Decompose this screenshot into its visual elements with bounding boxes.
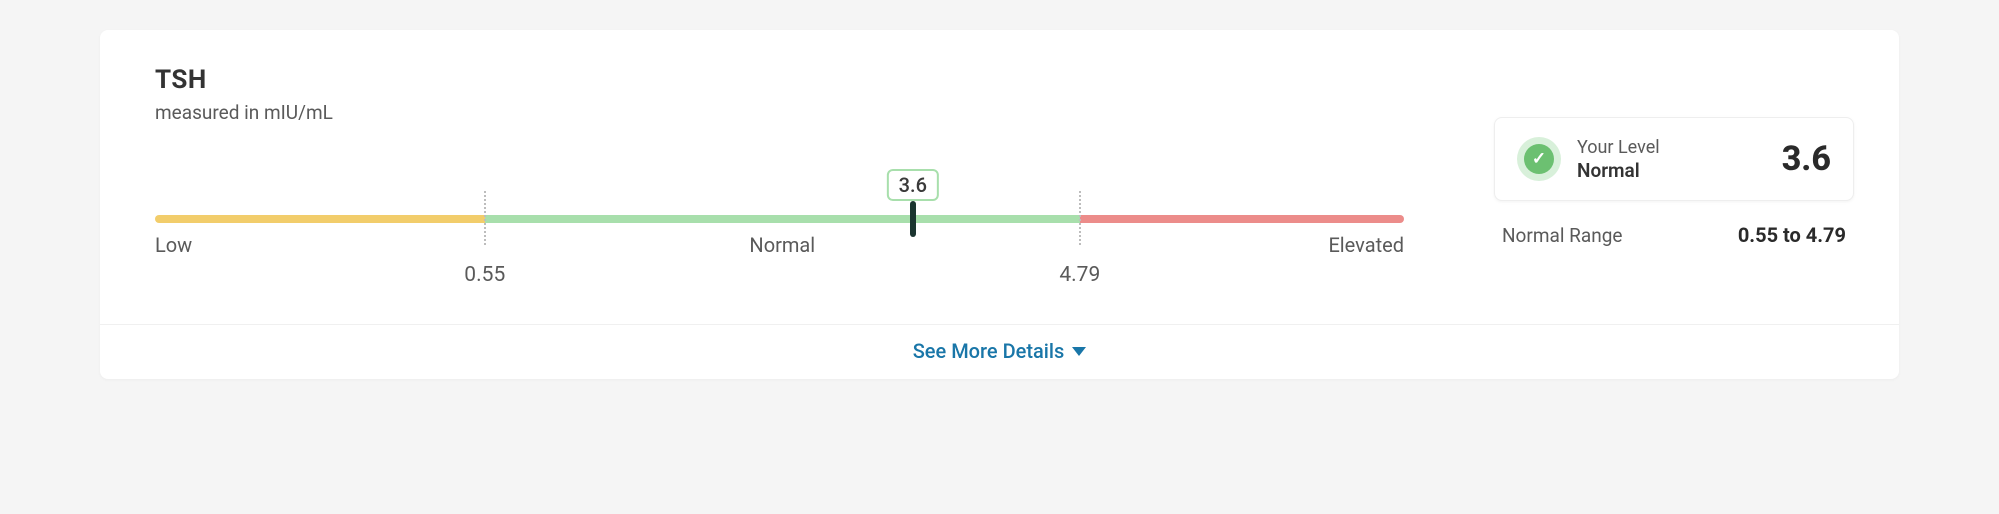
card-body: TSH measured in mIU/mL Low Normal Elevat… <box>100 30 1899 324</box>
normal-range-value: 0.55 to 4.79 <box>1738 223 1846 247</box>
status-check-icon: ✓ <box>1517 137 1561 181</box>
bar-track <box>155 215 1404 223</box>
see-more-details-link[interactable]: See More Details <box>913 339 1087 363</box>
summary-panel: ✓ Your Level Normal 3.6 Normal Range 0.5… <box>1459 30 1899 324</box>
bar-segment-low <box>155 215 485 223</box>
level-card: ✓ Your Level Normal 3.6 <box>1494 117 1854 201</box>
range-slider: Low Normal Elevated 0.55 4.79 3.6 <box>155 179 1404 299</box>
normal-range-row: Normal Range 0.55 to 4.79 <box>1494 223 1854 247</box>
your-level-status: Normal <box>1577 159 1766 182</box>
region-label-elevated: Elevated <box>1328 233 1404 257</box>
biomarker-units: measured in mIU/mL <box>155 101 1404 124</box>
biomarker-name: TSH <box>155 65 1404 95</box>
chevron-down-icon <box>1072 347 1086 356</box>
details-bar: See More Details <box>100 324 1899 379</box>
tick-low <box>484 191 486 245</box>
value-badge: 3.6 <box>887 169 939 201</box>
bar-segment-elevated <box>1080 215 1404 223</box>
your-level-label: Your Level <box>1577 136 1766 159</box>
normal-range-label: Normal Range <box>1502 224 1622 247</box>
chart-panel: TSH measured in mIU/mL Low Normal Elevat… <box>100 30 1459 324</box>
bar-segment-normal <box>485 215 1080 223</box>
tick-label-high: 4.79 <box>1059 263 1100 287</box>
tick-label-low: 0.55 <box>464 263 505 287</box>
region-label-normal: Normal <box>749 233 815 257</box>
biomarker-card: TSH measured in mIU/mL Low Normal Elevat… <box>100 30 1899 379</box>
see-more-details-text: See More Details <box>913 339 1065 363</box>
value-marker <box>910 201 916 237</box>
your-level-value: 3.6 <box>1782 139 1831 179</box>
region-label-low: Low <box>155 233 192 257</box>
tick-high <box>1079 191 1081 245</box>
